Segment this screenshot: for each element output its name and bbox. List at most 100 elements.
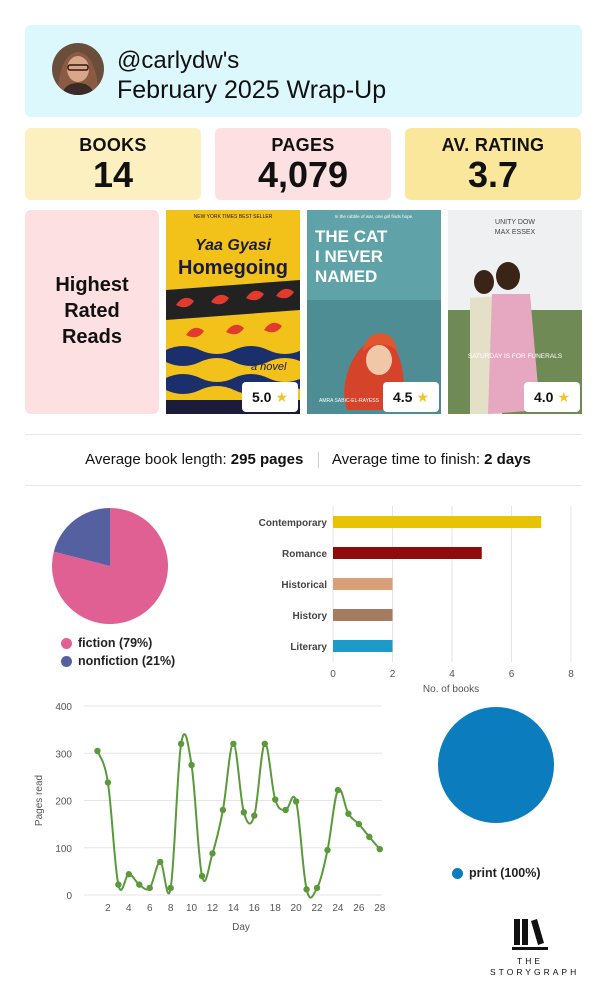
cover-2-author: AMRA SABIC-EL-RAYESS bbox=[319, 398, 380, 404]
avg-length-label: Average book length: bbox=[85, 451, 227, 468]
book-rating-badge: 5.0 ★ bbox=[242, 382, 298, 412]
legend-item-print: print (100%) bbox=[452, 866, 541, 880]
star-icon: ★ bbox=[275, 388, 289, 405]
data-point bbox=[251, 812, 258, 819]
x-tick-label: 4 bbox=[449, 669, 455, 680]
y-tick-label: 100 bbox=[55, 844, 72, 855]
book-cover-saturday-is-for-funerals[interactable]: UNITY DOW MAX ESSEX SATURDAY IS FOR FUNE… bbox=[448, 210, 582, 414]
user-handle: @carlydw's bbox=[117, 47, 240, 74]
y-tick-label: 400 bbox=[55, 702, 72, 713]
pie-slice bbox=[53, 508, 110, 566]
data-point bbox=[177, 740, 185, 747]
stat-pages: PAGES 4,079 bbox=[215, 128, 391, 200]
divider bbox=[25, 434, 582, 435]
cover-2-title-line2: I NEVER bbox=[315, 247, 383, 266]
x-tick-label: 8 bbox=[168, 903, 174, 914]
legend-label: fiction (79%) bbox=[78, 636, 153, 650]
averages-row: Average book length: 295 pages Average t… bbox=[0, 451, 616, 469]
x-tick-label: 10 bbox=[186, 903, 198, 914]
data-point bbox=[345, 810, 352, 817]
data-point bbox=[240, 809, 248, 816]
x-tick-label: 20 bbox=[291, 903, 303, 914]
legend-item-nonfiction: nonfiction (21%) bbox=[61, 654, 175, 668]
data-point bbox=[376, 845, 383, 853]
book-cover-the-cat-i-never-named[interactable]: In the rubble of war, one girl finds hop… bbox=[307, 210, 441, 414]
storygraph-logo[interactable]: THE STORYGRAPH bbox=[490, 917, 580, 978]
data-point bbox=[334, 786, 342, 794]
stat-books: BOOKS 14 bbox=[25, 128, 201, 200]
cover-1-author: Yaa Gyasi bbox=[195, 237, 271, 254]
logo-text-line2: STORYGRAPH bbox=[490, 967, 580, 977]
series-line bbox=[96, 733, 381, 899]
bar bbox=[333, 640, 393, 652]
x-tick-label: 16 bbox=[249, 903, 261, 914]
rating-value: 4.0 bbox=[533, 389, 554, 405]
x-tick-label: 2 bbox=[105, 903, 111, 914]
x-tick-label: 8 bbox=[568, 669, 574, 680]
x-tick-label: 6 bbox=[147, 903, 153, 914]
bar bbox=[333, 609, 393, 621]
data-point bbox=[125, 871, 133, 878]
avg-time-label: Average time to finish: bbox=[331, 451, 480, 468]
data-point bbox=[146, 884, 153, 892]
logo-text-line1: THE bbox=[517, 956, 543, 966]
stat-rating-label: AV. RATING bbox=[441, 135, 545, 155]
data-point bbox=[366, 833, 373, 841]
data-point bbox=[219, 806, 227, 814]
avg-time-value: 2 days bbox=[484, 451, 531, 468]
data-point bbox=[230, 740, 237, 747]
x-tick-label: 0 bbox=[330, 669, 336, 680]
avatar[interactable] bbox=[52, 43, 104, 95]
format-pie-chart bbox=[438, 707, 554, 823]
book-rating-badge: 4.0 ★ bbox=[524, 382, 580, 412]
category-label: Historical bbox=[281, 580, 327, 591]
divider bbox=[25, 485, 582, 486]
data-point bbox=[303, 886, 310, 893]
cover-1-title: Homegoing bbox=[178, 257, 288, 279]
stat-pages-value: 4,079 bbox=[257, 154, 349, 195]
data-point bbox=[136, 881, 143, 888]
cover-2-title-line1: THE CAT bbox=[315, 227, 388, 246]
data-point bbox=[188, 761, 195, 769]
cover-3-title: SATURDAY IS FOR FUNERALS bbox=[468, 353, 563, 360]
highest-rated-title: Highest Rated Reads bbox=[55, 274, 129, 348]
x-tick-label: 6 bbox=[509, 669, 515, 680]
x-tick-label: 14 bbox=[228, 903, 240, 914]
genre-bar-chart: 0 2 4 6 8 Contemporary Romance Historical Histor… bbox=[259, 506, 574, 695]
legend-label: nonfiction (21%) bbox=[78, 654, 176, 668]
book-cover-homegoing[interactable]: NEW YORK TIMES BEST SELLER Yaa Gyasi Hom… bbox=[166, 210, 300, 414]
data-point bbox=[355, 820, 363, 828]
star-icon: ★ bbox=[557, 388, 571, 405]
storygraph-logo-icon bbox=[512, 919, 548, 950]
x-tick-label: 28 bbox=[374, 903, 386, 914]
y-axis-label: Pages read bbox=[34, 775, 45, 826]
x-tick-label: 24 bbox=[332, 903, 344, 914]
star-icon: ★ bbox=[416, 388, 430, 405]
x-tick-label: 18 bbox=[270, 903, 282, 914]
bar bbox=[333, 547, 482, 559]
category-label: Contemporary bbox=[259, 518, 328, 529]
data-point bbox=[282, 806, 289, 814]
data-point bbox=[156, 858, 164, 866]
fiction-nonfiction-pie-chart bbox=[52, 508, 168, 624]
x-tick-label: 26 bbox=[353, 903, 365, 914]
rating-value: 5.0 bbox=[251, 389, 272, 405]
x-tick-label: 2 bbox=[390, 669, 396, 680]
cover-3-author-1: UNITY DOW bbox=[495, 219, 535, 226]
legend-label: print (100%) bbox=[469, 866, 541, 880]
stat-rating: AV. RATING 3.7 bbox=[405, 128, 581, 200]
page-title: February 2025 Wrap-Up bbox=[117, 76, 387, 104]
y-tick-label: 200 bbox=[55, 797, 72, 808]
bar bbox=[333, 516, 542, 528]
category-label: History bbox=[293, 611, 328, 622]
legend-dot bbox=[452, 867, 463, 879]
cover-1-top-text: NEW YORK TIMES BEST SELLER bbox=[194, 214, 273, 220]
highest-rated-panel: Highest Rated Reads bbox=[25, 210, 159, 414]
data-point bbox=[292, 798, 300, 805]
cover-3-author-2: MAX ESSEX bbox=[495, 229, 536, 236]
pie-slice bbox=[438, 707, 554, 823]
data-point bbox=[198, 872, 206, 880]
data-point bbox=[261, 740, 268, 747]
stat-books-value: 14 bbox=[92, 154, 134, 195]
stat-books-label: BOOKS bbox=[79, 135, 147, 155]
